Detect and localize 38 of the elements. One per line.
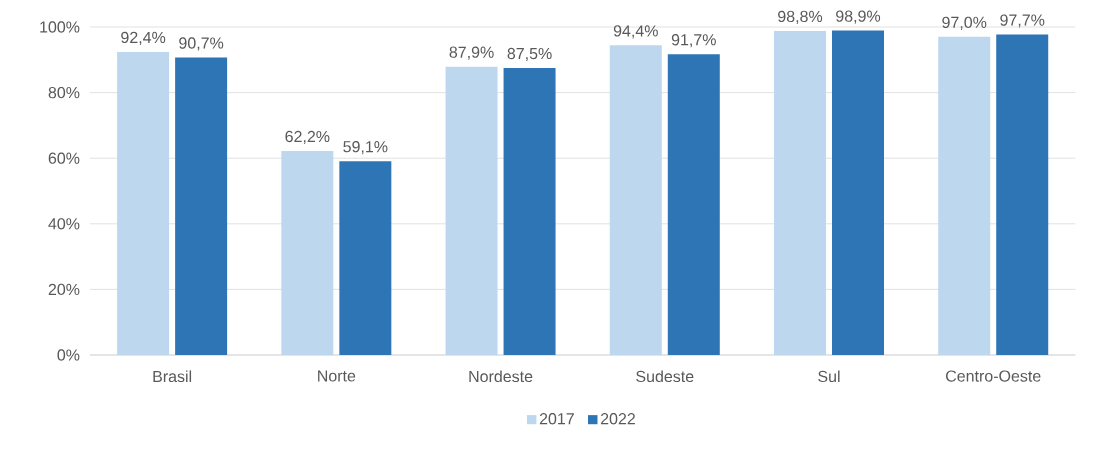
y-tick-label: 80% [48, 86, 80, 99]
data-label: 94,4% [613, 25, 658, 39]
x-tick-label: Norte [318, 370, 356, 382]
data-label: 91,7% [671, 34, 716, 48]
bar [281, 150, 334, 355]
data-label: 87,5% [507, 47, 552, 62]
x-tick-label: Brasil [153, 370, 192, 383]
data-label: 97,0% [942, 16, 987, 30]
data-label: 97,7% [1000, 14, 1045, 28]
data-label: 98,9% [836, 10, 881, 24]
y-tick-label: 100% [40, 21, 80, 33]
bar [774, 30, 826, 355]
bar [609, 45, 662, 355]
data-label: 90,7% [179, 37, 224, 51]
y-tick-label: 60% [48, 152, 80, 164]
bar [339, 161, 392, 355]
bar [445, 66, 498, 355]
bar [667, 54, 720, 355]
x-tick-label: Sudeste [636, 370, 694, 383]
bar [938, 36, 991, 355]
y-tick-label: 40% [48, 218, 80, 230]
data-label: 59,1% [343, 141, 388, 155]
bar [996, 34, 1049, 355]
x-tick-label: Nordeste [469, 370, 533, 383]
data-label: 98,8% [778, 10, 823, 25]
bar [832, 30, 884, 355]
data-label: 87,9% [449, 46, 494, 60]
data-label: 92,4% [121, 31, 166, 45]
legend-label: 2017 [539, 413, 574, 425]
y-tick-label: 0% [57, 349, 80, 361]
bar [503, 68, 556, 355]
bar [175, 57, 228, 355]
x-tick-label: Sul [818, 370, 840, 383]
y-tick-label: 20% [48, 283, 80, 296]
legend-label: 2022 [600, 413, 635, 425]
bar [117, 51, 170, 355]
x-tick-label: Centro-Oeste [946, 370, 1041, 382]
data-label: 62,2% [285, 130, 330, 145]
